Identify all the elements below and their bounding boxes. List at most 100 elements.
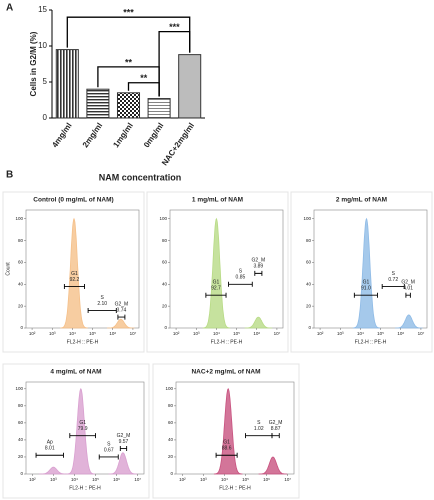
x-tick-label: 10² [173,331,180,336]
y-tick-label: 40 [168,437,174,442]
x-tick-label: 10⁴ [213,331,220,336]
gate [205,292,227,298]
y-tick-label: 100 [159,216,167,221]
gate-value: 8.01 [45,446,55,452]
x-tick-label: 10⁶ [263,477,270,482]
x-tick-label: 0mg/ml [142,121,165,149]
gate-name: G1 [363,280,370,286]
x-tick-label: 1mg/ml [111,121,134,149]
x-tick-label: 10⁷ [274,331,281,336]
panel-label: B [6,170,13,181]
x-tick-label: 10⁴ [357,331,364,336]
x-tick-label: 10³ [50,477,57,482]
y-tick-label: 80 [18,403,24,408]
y-tick-label: 0 [20,471,23,476]
x-tick-label: 10⁷ [130,331,137,336]
significance-label: ** [125,57,133,67]
x-tick-label: 10³ [49,331,56,336]
gate-value: 0.72 [388,277,398,283]
x-tick-label: NAC+2mg/ml [160,121,196,167]
significance-bracket [97,66,160,97]
histogram-peak [39,466,68,475]
gate-name: S [107,441,111,447]
gate-value: 8.87 [271,426,281,432]
gate [117,314,126,320]
y-tick-label: 40 [18,281,24,286]
gate-value: 88.6 [222,446,232,452]
histogram-peak [202,217,231,329]
plot-area [169,209,284,329]
gate [245,433,273,439]
y-tick-label: 100 [303,216,311,221]
y-tick-label: 20 [168,454,174,459]
x-tick-label: 10⁵ [242,477,249,482]
x-tick-label: 10² [179,477,186,482]
panel-frame [2,363,150,499]
x-tick-label: 10⁵ [92,477,99,482]
significance-label: ** [140,73,148,83]
gate-name: G1 [213,280,220,286]
gate-value: 3.89 [253,264,263,270]
gate-name: S [239,269,243,275]
gate-name: S [257,420,261,426]
y-tick-label: 80 [306,238,312,243]
gate [69,433,96,439]
x-tick-label: 10⁵ [233,331,240,336]
panel-label: A [6,3,13,14]
significance-label: *** [123,8,134,18]
gate-value: 0.85 [236,275,246,281]
y-tick-label: 20 [18,303,24,308]
y-tick-label: 40 [18,437,24,442]
y-tick-label: 100 [165,386,173,391]
gate [87,308,117,314]
panel-title: Control (0 mg/mL of NAM) [33,197,113,204]
histogram-peak [213,388,243,475]
x-axis-label: FL2-H :: PE-H [67,339,99,345]
gate [63,283,86,289]
bar [116,92,141,119]
x-tick-label: 10² [29,477,36,482]
x-tick-label: 10⁷ [284,477,291,482]
histogram-peak [258,456,288,475]
significance-bracket [127,82,160,97]
gate-name: G1 [223,440,230,446]
y-tick-label: 0 [170,471,173,476]
gate [405,292,411,298]
y-tick-label: 100 [15,216,23,221]
x-tick-label: 2mg/ml [81,121,104,149]
gate-name: S [392,271,396,277]
x-tick-label: 10⁴ [221,477,228,482]
histogram-peak [108,452,138,475]
gate-name: G2_M [252,258,266,264]
y-tick-label: 80 [168,403,174,408]
significance-bracket [158,30,191,97]
y-tick-label: 20 [162,303,168,308]
gate-value: 3.74 [117,307,127,313]
gate [381,283,405,289]
x-tick-label: 10² [29,331,36,336]
gate-value: 92.7 [211,286,221,292]
y-tick-label: 60 [18,260,24,265]
panel-title: 2 mg/mL of NAM [336,197,387,204]
x-tick-label: 10⁶ [253,331,260,336]
y-tick-label: 10 [38,41,47,50]
x-axis-label: FL2-H :: PE-H [211,339,243,345]
x-tick-label: 10⁵ [377,331,384,336]
gate [119,445,128,451]
bar [55,49,79,119]
gate-value: 0.67 [104,447,114,453]
gate-value: 1.02 [254,426,264,432]
panel-frame [146,191,289,353]
x-tick-label: 10³ [193,331,200,336]
gate [98,454,119,460]
panel-frame [290,191,433,353]
gate [228,281,253,287]
histogram-peak [395,314,423,329]
gate-value: 91.0 [361,286,371,292]
histogram-peak [66,388,96,475]
gate-name: G2_M [401,280,415,286]
gate [35,452,64,458]
x-axis-label: FL2-H :: PE-H [219,485,251,491]
gate-name: Ap [47,440,53,446]
panel-frame [2,191,145,353]
